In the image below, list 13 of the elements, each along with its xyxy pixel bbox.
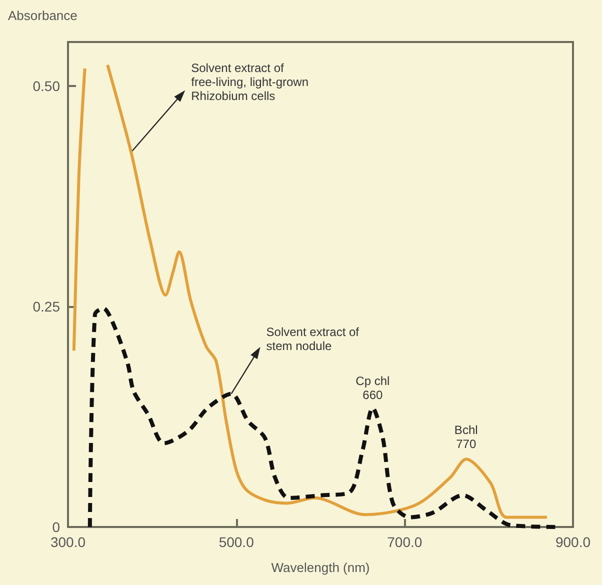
x-tick-label: 900.0	[555, 534, 591, 550]
annotation: Solvent extract of free-living, light-grown Rhizobium cells	[191, 61, 309, 104]
y-tick-label: 0.50	[32, 78, 60, 94]
y-axis-title: Absorbance	[8, 8, 78, 23]
x-tick-label: 300.0	[50, 534, 86, 550]
x-tick-label: 700.0	[387, 534, 422, 550]
annotation: Cp chl 660	[356, 374, 390, 402]
annotation: Solvent extract of stem nodule	[266, 324, 360, 353]
x-axis-title: Wavelength (nm)	[271, 560, 370, 575]
y-tick-label: 0.25	[32, 298, 60, 315]
annotation: Bchl 770	[454, 423, 478, 452]
x-tick-label: 500.0	[218, 534, 254, 550]
y-tick-label: 0	[52, 519, 60, 535]
